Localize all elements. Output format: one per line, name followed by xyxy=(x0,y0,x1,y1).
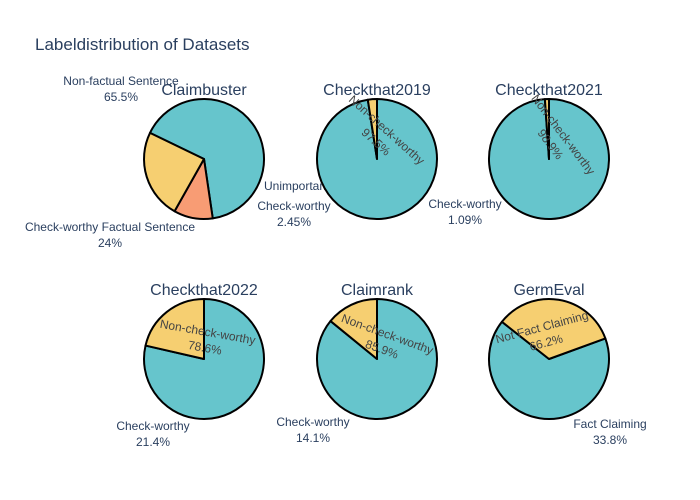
figure-title: Labeldistribution of Datasets xyxy=(35,35,250,54)
pie-slice xyxy=(488,320,610,421)
pie-chart: Checkthat2021Non-check-worthy98.9%Check-… xyxy=(428,82,610,227)
pie-title: Checkthat2022 xyxy=(150,282,258,299)
pie-title: Checkthat2019 xyxy=(323,82,431,99)
pie-title: Checkthat2021 xyxy=(495,82,603,99)
pie-slice xyxy=(543,97,550,160)
slice-label: Check-worthy 1.09% xyxy=(428,197,501,227)
pie-slice xyxy=(500,298,607,360)
slice-label: Check-worthy Factual Sentence 24% xyxy=(25,220,195,250)
slice-label: Check-worthy 14.1% xyxy=(276,415,349,445)
pie-chart: Checkthat2022Non-check-worthy78.6%Check-… xyxy=(116,282,265,449)
slice-label: Check-worthy 21.4% xyxy=(116,419,189,449)
pie-slice xyxy=(143,298,265,420)
slice-label: Check-worthy 2.45% xyxy=(257,199,330,229)
slice-label: Fact Claiming 33.8% xyxy=(573,417,646,447)
pie-title: Claimrank xyxy=(341,282,414,299)
pie-title: Claimbuster xyxy=(161,82,247,99)
pie-chart: Checkthat2019Non-check-worthy97.5%Check-… xyxy=(257,82,438,229)
pie-slice xyxy=(144,298,205,360)
pie-slice xyxy=(329,298,378,360)
pie-slice xyxy=(143,131,205,213)
pie-slice xyxy=(366,98,378,160)
pie-title: GermEval xyxy=(513,282,584,299)
slice-label: Non-factual Sentence 65.5% xyxy=(63,74,179,104)
pie-slice xyxy=(148,98,265,220)
pie-chart: ClaimrankNon-check-worthy85.9%Check-wort… xyxy=(276,282,438,445)
